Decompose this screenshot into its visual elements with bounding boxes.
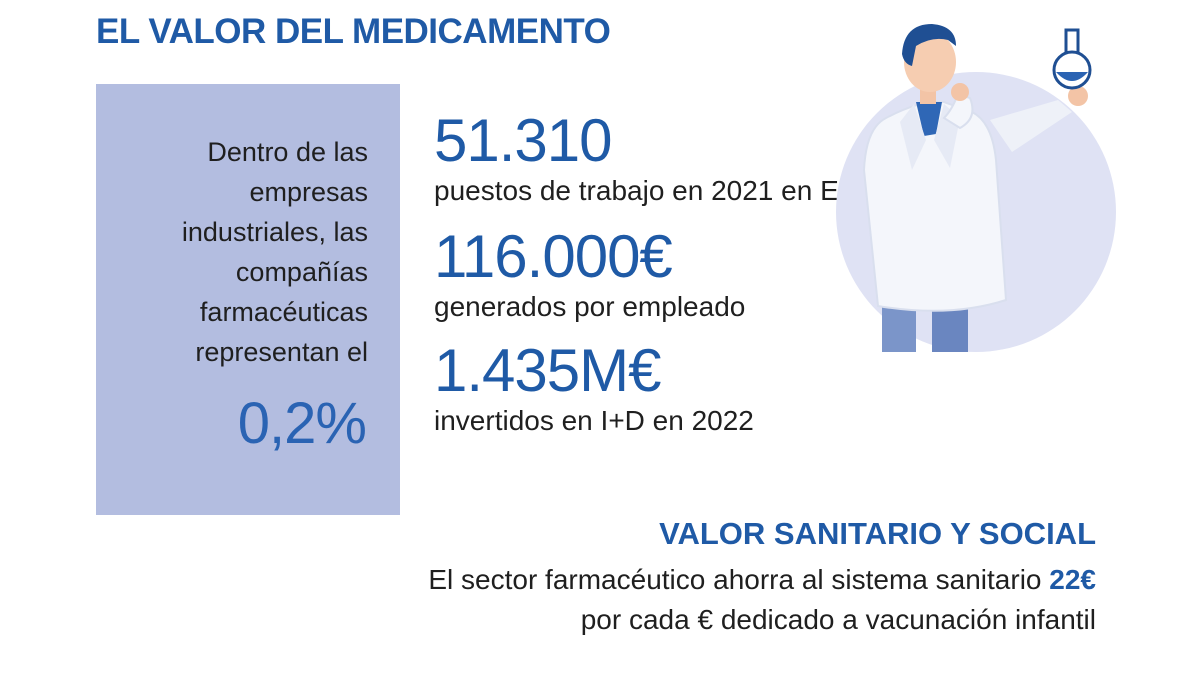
stat-per-employee: 116.000€ generados por empleado bbox=[434, 226, 745, 324]
social-value-line-1: El sector farmacéutico ahorra al sistema… bbox=[196, 560, 1096, 600]
scientist-holding-flask-icon bbox=[820, 0, 1120, 360]
social-value-line-1-prefix: El sector farmacéutico ahorra al sistema… bbox=[428, 564, 1042, 595]
stat-per-employee-value: 116.000€ bbox=[434, 223, 673, 290]
social-value-savings-number: 22€ bbox=[1049, 564, 1096, 595]
side-info-percentage: 0,2% bbox=[237, 391, 367, 456]
page-title: EL VALOR DEL MEDICAMENTO bbox=[96, 12, 611, 51]
stat-jobs-label: puestos de trabajo en 2021 en España bbox=[434, 175, 916, 206]
stat-rd-investment-value: 1.435M€ bbox=[434, 337, 661, 404]
stat-jobs-value: 51.310 bbox=[434, 107, 613, 174]
stat-jobs: 51.310 puestos de trabajo en 2021 en Esp… bbox=[434, 110, 915, 208]
side-info-text: Dentro de las empresas industriales, las… bbox=[181, 137, 368, 367]
social-value-title: VALOR SANITARIO Y SOCIAL bbox=[659, 516, 1096, 551]
stat-per-employee-label: generados por empleado bbox=[434, 291, 746, 322]
social-value-line-2: por cada € dedicado a vacunación infanti… bbox=[580, 604, 1096, 635]
stat-rd-investment: 1.435M€ invertidos en I+D en 2022 bbox=[434, 340, 754, 438]
stat-rd-investment-label: invertidos en I+D en 2022 bbox=[434, 405, 754, 436]
social-value-text: El sector farmacéutico ahorra al sistema… bbox=[196, 560, 1096, 640]
side-info-box: Dentro de las empresas industriales, las… bbox=[96, 84, 400, 515]
